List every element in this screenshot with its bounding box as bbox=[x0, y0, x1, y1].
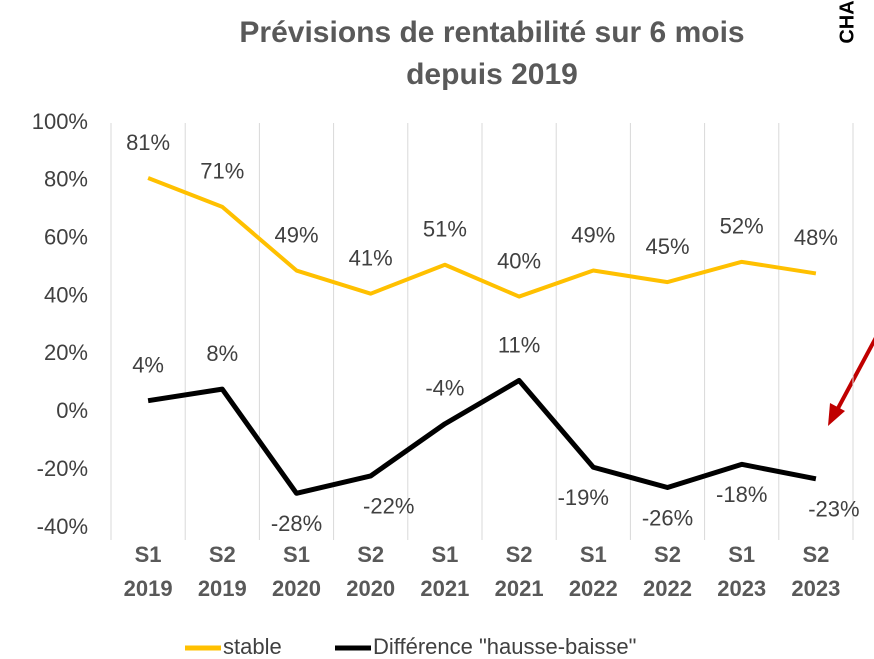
x-tick-label: S1 2020 bbox=[272, 542, 321, 601]
data-label: 71% bbox=[200, 159, 244, 184]
data-label: 40% bbox=[497, 248, 541, 273]
arrow bbox=[828, 336, 874, 426]
data-label: -19% bbox=[558, 485, 609, 510]
x-tick-label: S1 2022 bbox=[569, 542, 618, 601]
y-tick-label: 100% bbox=[32, 109, 88, 134]
annotation: CHA bbox=[836, 0, 858, 43]
data-label: 45% bbox=[645, 234, 689, 259]
y-tick-label: 40% bbox=[44, 282, 88, 307]
data-label: 41% bbox=[349, 245, 393, 270]
line bbox=[147, 377, 817, 496]
data-label: -4% bbox=[425, 376, 464, 401]
x-tick-label: S2 2022 bbox=[643, 542, 692, 601]
data-label: -18% bbox=[716, 482, 767, 507]
x-tick-label: S2 2020 bbox=[346, 542, 395, 601]
x-tick-label: S1 2019 bbox=[124, 542, 173, 601]
y-tick-label: 80% bbox=[44, 167, 88, 192]
y-tick-label: 0% bbox=[56, 398, 88, 423]
x-tick-label: S2 2021 bbox=[495, 542, 544, 601]
data-label: -28% bbox=[271, 511, 322, 536]
y-tick-label: -20% bbox=[37, 456, 88, 481]
y-tick-label: 20% bbox=[44, 340, 88, 365]
data-label: -26% bbox=[642, 505, 693, 530]
x-tick-label: S2 2019 bbox=[198, 542, 247, 601]
legend-label: stable bbox=[223, 634, 282, 659]
x-tick-label: S1 2021 bbox=[420, 542, 469, 601]
x-tick-label: S1 2023 bbox=[717, 542, 766, 601]
chart-title: Prévisions de rentabilité sur 6 mois bbox=[239, 16, 744, 49]
data-label: 81% bbox=[126, 130, 170, 155]
data-label: -22% bbox=[363, 494, 414, 519]
line bbox=[147, 176, 817, 299]
y-tick-label: 60% bbox=[44, 225, 88, 250]
data-label: -23% bbox=[808, 497, 859, 522]
data-label: 49% bbox=[274, 222, 318, 247]
data-label: 49% bbox=[571, 222, 615, 247]
legend-label: Différence "hausse-baisse" bbox=[373, 634, 636, 659]
y-tick-label: -40% bbox=[37, 514, 88, 539]
data-label: 48% bbox=[794, 225, 838, 250]
x-tick-label: S2 2023 bbox=[791, 542, 840, 601]
data-label: 52% bbox=[720, 214, 764, 239]
chart-title: depuis 2019 bbox=[406, 58, 578, 91]
data-label: 51% bbox=[423, 217, 467, 242]
data-label: 11% bbox=[498, 332, 540, 357]
data-label: 4% bbox=[132, 353, 164, 378]
data-label: 8% bbox=[206, 341, 238, 366]
